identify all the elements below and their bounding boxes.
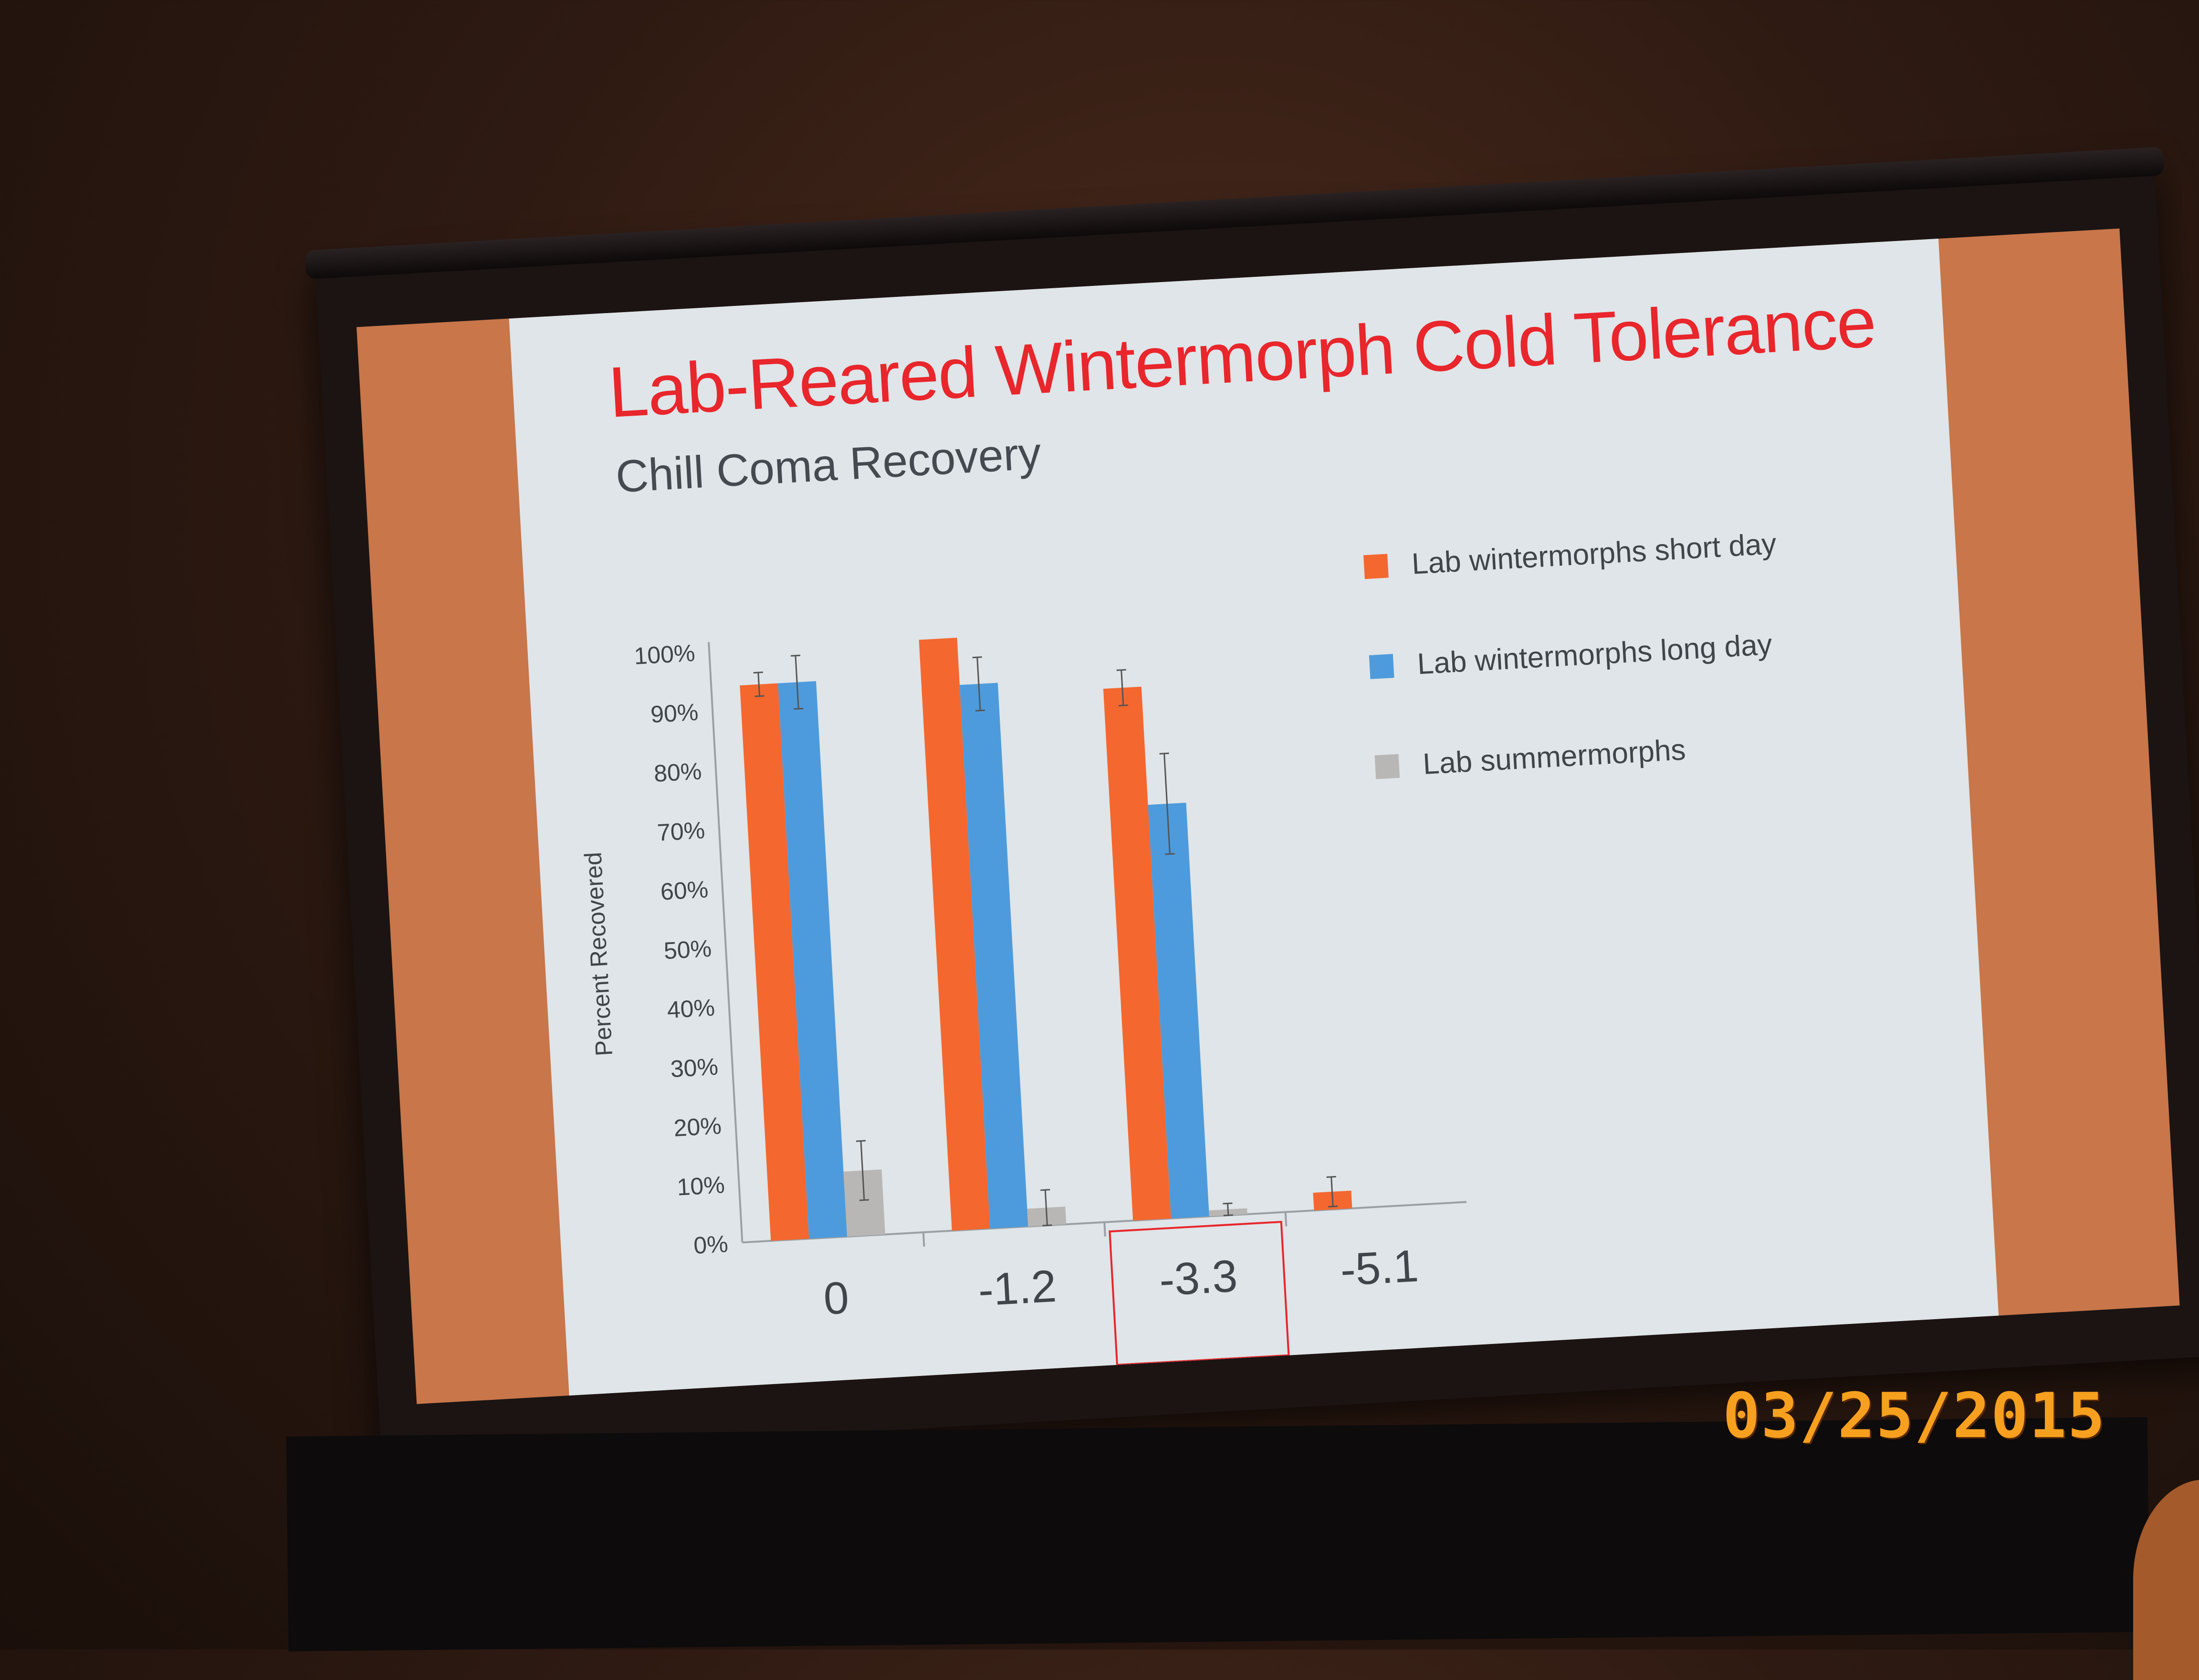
bar xyxy=(740,683,809,1241)
y-tick-label: 100% xyxy=(633,640,696,670)
legend-label: Lab wintermorphs long day xyxy=(1416,628,1773,681)
y-tick-label: 0% xyxy=(693,1230,729,1259)
bar-chart: 0% 10% 20% 30% 40% 50% 60% 70% 80% 90% 100% Percent… xyxy=(579,527,1777,1396)
legend-label: Lab summermorphs xyxy=(1422,733,1686,781)
bar xyxy=(919,638,990,1231)
y-axis-title: Percent Recovered xyxy=(579,851,618,1057)
legend-swatch xyxy=(1363,554,1389,579)
y-tick-label: 60% xyxy=(660,876,709,905)
legend-swatch xyxy=(1369,654,1394,679)
error-bar-cap xyxy=(1042,1224,1052,1227)
error-bar-cap xyxy=(790,654,801,657)
y-tick-label: 50% xyxy=(663,935,712,964)
error-bar xyxy=(1044,1190,1048,1226)
error-bar-cap xyxy=(1328,1205,1338,1208)
y-tick-label: 80% xyxy=(653,757,702,787)
error-bar xyxy=(1120,670,1124,706)
bar xyxy=(1103,686,1172,1221)
y-axis-line xyxy=(708,642,743,1243)
x-tick-mark xyxy=(1103,1222,1106,1237)
y-tick-label: 40% xyxy=(666,994,715,1023)
x-tick-label: -3.3 xyxy=(1158,1250,1238,1305)
error-bar xyxy=(795,655,799,709)
y-tick-label: 10% xyxy=(676,1171,725,1200)
bar xyxy=(778,681,848,1239)
bar xyxy=(1148,802,1209,1218)
error-bar-cap xyxy=(1118,704,1128,707)
slide: Lab-Reared Wintermorph Cold Tolerance Ch… xyxy=(509,239,1999,1396)
error-bar xyxy=(860,1141,865,1200)
error-bar xyxy=(757,672,761,696)
error-bar-cap xyxy=(972,656,982,659)
projector-screen: Lab-Reared Wintermorph Cold Tolerance Ch… xyxy=(304,147,2199,1459)
y-tick-label: 90% xyxy=(650,699,699,728)
error-bar xyxy=(976,657,981,711)
x-tick-mark xyxy=(1284,1212,1288,1227)
photo-date-stamp: 03/25/2015 xyxy=(1723,1379,2106,1452)
x-tick-label: -1.2 xyxy=(977,1261,1058,1316)
bar xyxy=(843,1169,885,1237)
projected-area: Lab-Reared Wintermorph Cold Tolerance Ch… xyxy=(356,228,2180,1404)
error-bar-cap xyxy=(1326,1176,1336,1178)
error-bar-cap xyxy=(975,709,985,712)
screen-bottom-housing xyxy=(286,1417,2150,1651)
error-bar xyxy=(1330,1176,1334,1207)
error-bar-cap xyxy=(1223,1214,1233,1217)
x-axis-title: Cold Stress Temp (°C) xyxy=(971,1370,1257,1396)
error-bar xyxy=(1163,753,1171,854)
legend-label: Lab wintermorphs short day xyxy=(1411,527,1777,581)
x-tick-label: -5.1 xyxy=(1339,1240,1420,1295)
error-bar-cap xyxy=(753,672,763,674)
x-tick-label: 0 xyxy=(822,1272,850,1324)
error-bar xyxy=(1226,1203,1229,1216)
legend-swatch xyxy=(1374,754,1400,779)
x-tick-mark xyxy=(922,1232,925,1247)
error-bar-cap xyxy=(1223,1202,1233,1205)
y-tick-label: 20% xyxy=(673,1112,722,1141)
y-tick-label: 70% xyxy=(657,817,706,846)
highlight-box xyxy=(1109,1220,1290,1366)
bar xyxy=(959,682,1028,1229)
y-tick-label: 30% xyxy=(670,1053,719,1082)
error-bar-cap xyxy=(1159,752,1169,755)
